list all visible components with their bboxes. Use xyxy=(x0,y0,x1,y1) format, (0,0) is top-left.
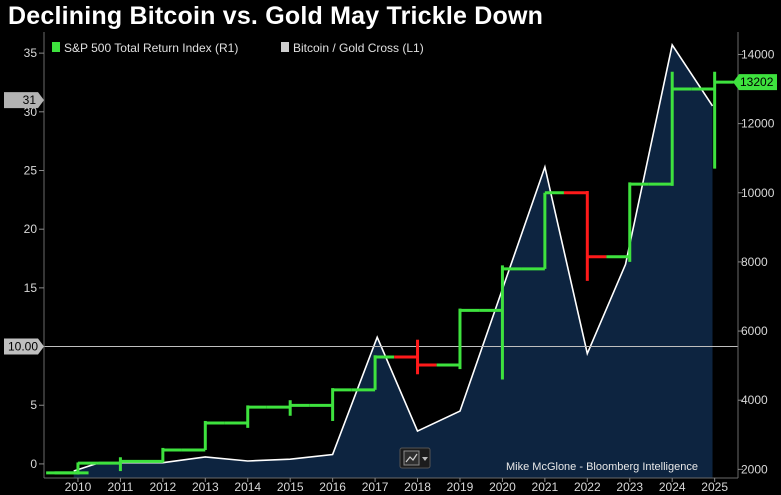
legend-label-btc-gold: Bitcoin / Gold Cross (L1) xyxy=(293,41,424,55)
sp500-candle xyxy=(436,308,480,370)
bitcoin-gold-line xyxy=(73,42,714,472)
sp500-candles xyxy=(46,71,734,475)
sp500-candle xyxy=(606,182,649,262)
legend-swatch-btc-gold xyxy=(281,42,289,52)
x-tick-label: 2015 xyxy=(277,480,304,494)
legend-swatch-sp500 xyxy=(52,42,60,52)
right-axis-ticks: 2000 4000 6000 8000 10000 12000 14000 xyxy=(738,47,775,476)
x-tick-label: 2019 xyxy=(447,480,474,494)
sp500-candle xyxy=(351,355,395,392)
left-tick-label: 15 xyxy=(24,281,38,295)
sp500-candle xyxy=(394,339,437,375)
chevron-down-icon xyxy=(422,457,428,461)
left-tick-label: 0 xyxy=(30,457,37,471)
sp500-candle xyxy=(309,388,352,421)
left-last-value: 31 xyxy=(23,93,37,107)
x-tick-label: 2022 xyxy=(574,480,601,494)
x-tick-label: 2016 xyxy=(319,480,346,494)
right-last-value: 13202 xyxy=(740,75,774,89)
right-tick-label: 6000 xyxy=(741,324,768,338)
sp500-candle xyxy=(648,71,692,186)
x-tick-label: 2012 xyxy=(149,480,176,494)
right-tick-label: 2000 xyxy=(741,462,768,476)
ref-line-tag: 10.00 xyxy=(4,338,44,355)
reference-line-label: 10.00 xyxy=(8,340,38,354)
right-tick-label: 10000 xyxy=(741,186,775,200)
sp500-candle xyxy=(266,400,310,416)
left-tick-label: 35 xyxy=(24,46,38,60)
sp500-candle xyxy=(691,71,734,169)
left-tick-label: 20 xyxy=(24,222,38,236)
chart-type-button[interactable] xyxy=(399,447,431,469)
x-tick-label: 2021 xyxy=(532,480,559,494)
right-last-value-tag: 13202 xyxy=(733,74,777,91)
x-tick-label: 2013 xyxy=(192,480,219,494)
legend-label-sp500: S&P 500 Total Return Index (R1) xyxy=(64,41,238,55)
left-axis-ticks: 05101520253035 xyxy=(24,46,44,471)
sp500-candle xyxy=(97,457,140,472)
x-tick-label: 2018 xyxy=(404,480,431,494)
x-tick-label: 2017 xyxy=(362,480,389,494)
x-tick-label: 2014 xyxy=(234,480,261,494)
x-axis-ticks: 2010 2011 2012 2013 2014 2015 2016 2017 2018 2019… xyxy=(65,478,728,494)
sp500-candle xyxy=(181,420,225,452)
legend: S&P 500 Total Return Index (R1) Bitcoin … xyxy=(52,41,424,55)
line-chart-icon-trace xyxy=(405,453,418,463)
right-tick-label: 8000 xyxy=(741,255,768,269)
x-tick-label: 2025 xyxy=(701,480,728,494)
x-tick-label: 2011 xyxy=(107,480,133,494)
x-tick-label: 2024 xyxy=(659,480,686,494)
right-tick-label: 14000 xyxy=(741,47,775,61)
sp500-candle xyxy=(54,461,98,475)
left-tick-label: 30 xyxy=(24,105,38,119)
left-tick-label: 25 xyxy=(24,163,38,177)
left-tick-label: 5 xyxy=(30,398,37,412)
sp500-candle xyxy=(521,191,564,271)
x-tick-label: 2010 xyxy=(65,480,92,494)
sp500-candle xyxy=(224,405,267,428)
sp500-candle xyxy=(139,447,182,463)
right-tick-label: 4000 xyxy=(741,393,768,407)
source-credit: Mike McGlone - Bloomberg Intelligence xyxy=(506,461,698,473)
x-tick-label: 2020 xyxy=(489,480,516,494)
right-tick-label: 12000 xyxy=(741,117,775,131)
bitcoin-gold-area xyxy=(73,44,713,478)
sp500-candle xyxy=(479,265,522,380)
sp500-candle xyxy=(563,191,607,281)
left-last-value-tag: 31 xyxy=(4,92,44,109)
chart-title: Declining Bitcoin vs. Gold May Trickle D… xyxy=(8,2,544,30)
x-tick-label: 2023 xyxy=(616,480,643,494)
